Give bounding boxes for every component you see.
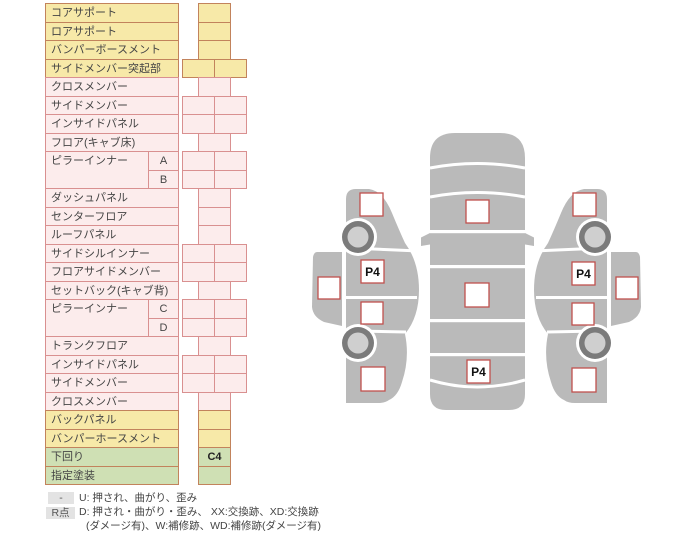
- damage-cell: [214, 354, 247, 374]
- front-wheel-icon: [576, 218, 614, 256]
- damage-marker-label: P4: [365, 265, 380, 279]
- front-wheel-icon: [339, 218, 377, 256]
- rear-wheel-icon: [339, 324, 377, 362]
- damage-marker-top-trunk: [466, 359, 491, 384]
- damage-cell: [214, 58, 247, 78]
- damage-cell: [182, 95, 215, 115]
- top-view-body: [430, 133, 525, 410]
- damage-markers: P4 P4 P4: [317, 192, 639, 393]
- row-sublabel: D: [148, 317, 179, 337]
- row-label: センターフロア: [45, 206, 179, 226]
- row-label: ロアサポート: [45, 21, 179, 41]
- damage-marker-left-side-side-sill: [317, 276, 341, 300]
- damage-cell: [214, 243, 247, 263]
- damage-cell: [214, 151, 247, 171]
- damage-cell: [214, 95, 247, 115]
- row-label: インサイドパネル: [45, 354, 179, 374]
- damage-cell: [198, 391, 231, 411]
- row-label: ダッシュパネル: [45, 188, 179, 208]
- damage-marker-left-side-front-fender: [359, 192, 384, 217]
- damage-cell: [182, 151, 215, 171]
- row-label: バンパーボースメント: [45, 40, 179, 60]
- damage-cell: [198, 336, 231, 356]
- row-label: サイドシルインナー: [45, 243, 179, 263]
- damage-cell: [198, 465, 231, 485]
- damage-cell: [182, 373, 215, 393]
- legend-key-rten: R点: [46, 506, 75, 519]
- damage-marker-right-side-front-door: [571, 261, 596, 286]
- row-label: セットバック(キャブ背): [45, 280, 179, 300]
- row-label: サイドメンバー: [45, 373, 179, 393]
- legend-key-dash: -: [48, 492, 74, 504]
- damage-cell: [198, 410, 231, 430]
- damage-cell: [214, 169, 247, 189]
- row-sublabel: A: [148, 151, 179, 171]
- damage-cell: [182, 262, 215, 282]
- damage-cell: C4: [198, 447, 231, 467]
- damage-marker-left-side-rear-door: [360, 301, 384, 325]
- vehicle-top-view: [421, 133, 534, 410]
- damage-marker-right-side-front-fender: [572, 192, 597, 217]
- row-label: クロスメンバー: [45, 77, 179, 97]
- row-label: バンパーホースメント: [45, 428, 179, 448]
- vehicle-right-side-view: [533, 189, 641, 403]
- legend-line-2: D: 押され・曲がり・歪み、 XX:交換跡、XD:交換跡: [79, 506, 319, 518]
- damage-cell: [198, 21, 231, 41]
- row-label: ピラーインナー: [45, 151, 149, 189]
- damage-cell: [214, 262, 247, 282]
- rear-wheel-icon: [576, 324, 614, 362]
- damage-cell: [198, 280, 231, 300]
- damage-marker-right-side-rear-door: [571, 302, 595, 326]
- row-label: サイドメンバー: [45, 95, 179, 115]
- damage-cell: [198, 132, 231, 152]
- damage-marker-right-side-rear-fender: [571, 367, 597, 393]
- damage-cell: [198, 77, 231, 97]
- damage-cell: [214, 317, 247, 337]
- damage-marker-right-side-side-sill: [615, 276, 639, 300]
- row-label: フロア(キャブ床): [45, 132, 179, 152]
- damage-cell: [214, 114, 247, 134]
- damage-marker-top-roof: [465, 199, 490, 224]
- row-label: サイドメンバー突起部: [45, 58, 179, 78]
- damage-marker-label: P4: [576, 267, 591, 281]
- row-label: トランクフロア: [45, 336, 179, 356]
- damage-cell: [182, 169, 215, 189]
- damage-cell: [182, 354, 215, 374]
- right-mirror-icon: [525, 233, 534, 246]
- damage-cell: [182, 243, 215, 263]
- row-label: クロスメンバー: [45, 391, 179, 411]
- damage-marker-label: P4: [471, 365, 486, 379]
- row-label: ピラーインナー: [45, 299, 149, 337]
- damage-cell: [182, 299, 215, 319]
- legend-line-1: U: 押され、曲がり、歪み: [79, 491, 198, 504]
- damage-cell: [198, 225, 231, 245]
- row-label: ルーフパネル: [45, 225, 179, 245]
- left-mirror-icon: [421, 233, 430, 246]
- row-sublabel: C: [148, 299, 179, 319]
- damage-cell: [182, 114, 215, 134]
- row-label: インサイドパネル: [45, 114, 179, 134]
- row-label: バックパネル: [45, 410, 179, 430]
- row-sublabel: B: [148, 169, 179, 189]
- damage-marker-left-side-front-door: [360, 259, 385, 284]
- damage-cell: [198, 206, 231, 226]
- damage-cell: [198, 188, 231, 208]
- damage-cell: [182, 317, 215, 337]
- damage-marker-left-side-rear-fender: [360, 366, 386, 392]
- damage-cell: [182, 58, 215, 78]
- damage-cell: [198, 3, 231, 23]
- damage-cell: [198, 428, 231, 448]
- damage-cell: [214, 299, 247, 319]
- damage-marker-top-center-floor: [464, 282, 490, 308]
- damage-cell: [198, 40, 231, 60]
- row-label: コアサポート: [45, 3, 179, 23]
- legend-line-3: (ダメージ有)、W:補修跡、WD:補修跡(ダメージ有): [86, 519, 321, 532]
- row-label: フロアサイドメンバー: [45, 262, 179, 282]
- row-label: 指定塗装: [45, 465, 179, 485]
- damage-cell: [214, 373, 247, 393]
- vehicle-diagram: P4 P4 P4: [312, 133, 641, 410]
- row-label: 下回り: [45, 447, 179, 467]
